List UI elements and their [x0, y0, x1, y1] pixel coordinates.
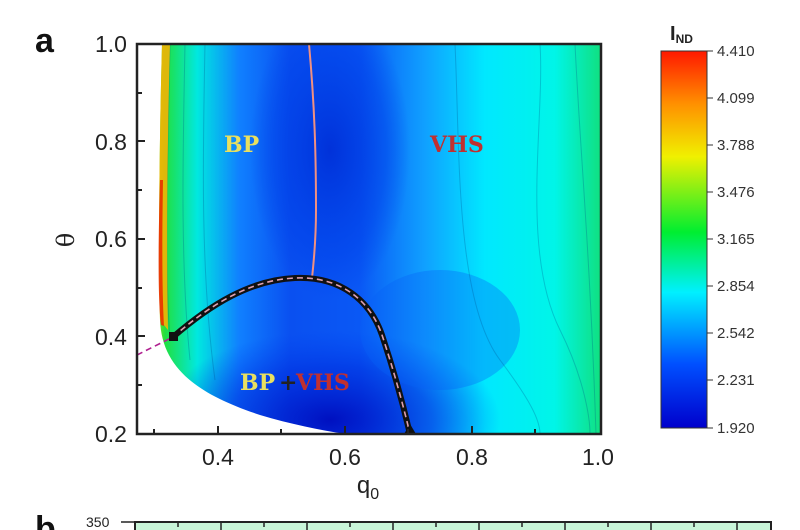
y-tick-label: 0.6: [95, 226, 127, 252]
region-label-vhs-combined: VHS: [295, 370, 350, 396]
colorbar-title: IND: [670, 23, 693, 46]
heatmap-area: BP VHS BP + VHS: [137, 44, 601, 434]
x-tick-label: 0.8: [456, 444, 488, 470]
dashed-extension-line: [137, 335, 176, 356]
x-axis: [153, 426, 536, 434]
colorbar: [660, 50, 708, 429]
y-tick-label: 0.4: [95, 324, 127, 350]
x-tick-label: 0.6: [329, 444, 361, 470]
y-axis: [137, 43, 145, 386]
colorbar-ticks: [707, 50, 713, 429]
x-axis-label: q0: [357, 472, 379, 503]
x-tick-label: 1.0: [582, 444, 614, 470]
panel-b-x-ticks: [121, 521, 738, 530]
region-label-plus: +: [279, 370, 297, 396]
region-label-bp-combined: BP: [240, 370, 275, 396]
colorbar-tick-label: 3.476: [717, 184, 755, 201]
colorbar-tick-label: 4.099: [717, 90, 755, 107]
bp-vhs-divider-line: [308, 44, 318, 279]
phase-boundary-fit: [172, 277, 411, 434]
colorbar-tick-label: 3.788: [717, 137, 755, 154]
colorbar-tick-label: 2.854: [717, 278, 755, 295]
colorbar-tick-label: 2.542: [717, 325, 755, 342]
colorbar-tick-label: 3.165: [717, 231, 755, 248]
colorbar-tick-label: 4.410: [717, 43, 755, 60]
panel-label-b: b: [35, 510, 56, 530]
region-label-vhs: VHS: [429, 132, 484, 158]
y-tick-label: 0.2: [95, 421, 127, 447]
colorbar-tick-label: 2.231: [717, 372, 755, 389]
x-tick-label: 0.4: [202, 444, 234, 470]
panel-label-a: a: [35, 22, 55, 60]
y-axis-label: θ: [52, 233, 80, 247]
y-tick-label: 0.8: [95, 129, 127, 155]
panel-b-y-tick-label: 350: [86, 514, 110, 530]
region-label-bp: BP: [224, 132, 259, 158]
panel-b-plot: [134, 521, 772, 530]
data-point-marker: [169, 332, 178, 341]
excluded-region: [137, 44, 345, 434]
colorbar-tick-label: 1.920: [717, 420, 755, 437]
y-tick-label: 1.0: [95, 31, 127, 57]
